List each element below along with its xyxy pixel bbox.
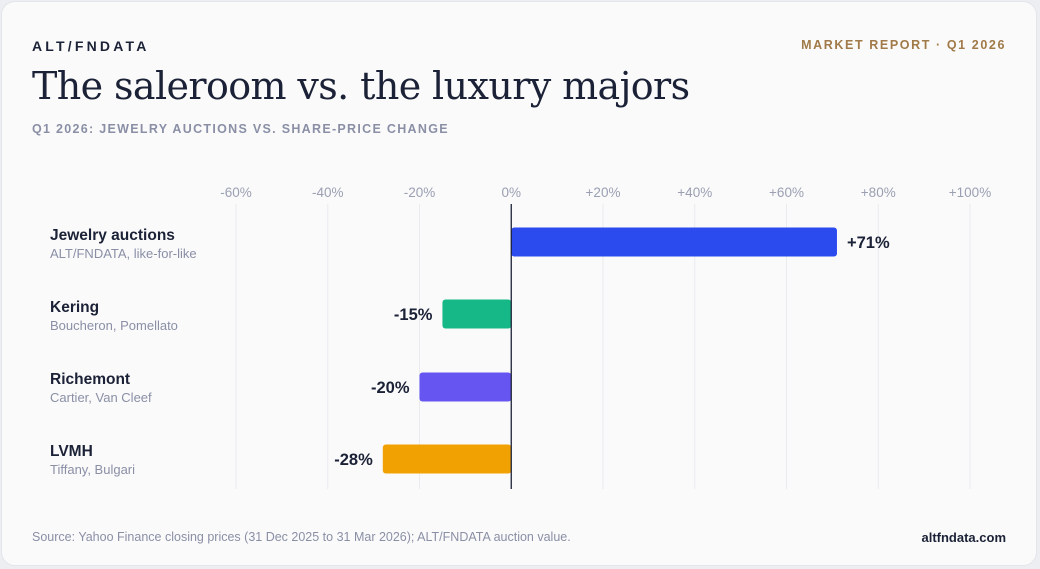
bar (419, 372, 512, 402)
x-tick-label: -40% (312, 185, 344, 200)
page-title: The saleroom vs. the luxury majors (32, 64, 690, 108)
bar-value-label: -15% (394, 306, 433, 324)
page-subtitle: Q1 2026: JEWELRY AUCTIONS VS. SHARE-PRIC… (32, 122, 449, 136)
bar (442, 299, 512, 329)
report-label: MARKET REPORT · Q1 2026 (801, 38, 1006, 52)
x-tick-label: +80% (861, 185, 896, 200)
bar-value-label: +71% (847, 234, 890, 252)
brand-logo: ALT/FNDATA (32, 38, 150, 54)
bar (511, 227, 837, 257)
row-label-lvmh: LVMH Tiffany, Bulgari (50, 442, 135, 479)
x-tick-label: -20% (404, 185, 436, 200)
row-subtitle: Boucheron, Pomellato (50, 318, 178, 333)
x-tick-label: +20% (586, 185, 621, 200)
bar-value-label: -20% (371, 379, 410, 397)
row-subtitle: ALT/FNDATA, like-for-like (50, 246, 197, 261)
x-tick-label: +100% (949, 185, 991, 200)
x-tick-label: +60% (769, 185, 804, 200)
x-tick-label: 0% (501, 185, 521, 200)
row-name: LVMH (50, 443, 93, 460)
row-label-jewelry-auctions: Jewelry auctions ALT/FNDATA, like-for-li… (50, 226, 197, 263)
row-subtitle: Cartier, Van Cleef (50, 390, 152, 405)
bar (382, 444, 512, 474)
x-tick-label: +40% (677, 185, 712, 200)
bar-value-label: -28% (334, 451, 373, 469)
row-name: Richemont (50, 371, 131, 388)
row-label-kering: Kering Boucheron, Pomellato (50, 298, 178, 335)
row-subtitle: Tiffany, Bulgari (50, 462, 136, 477)
site-link[interactable]: altfndata.com (921, 530, 1006, 545)
row-name: Kering (50, 299, 100, 316)
row-name: Jewelry auctions (50, 227, 175, 244)
source-note: Source: Yahoo Finance closing prices (31… (32, 530, 571, 544)
x-tick-label: -60% (220, 185, 252, 200)
row-label-richemont: Richemont Cartier, Van Cleef (50, 370, 152, 407)
